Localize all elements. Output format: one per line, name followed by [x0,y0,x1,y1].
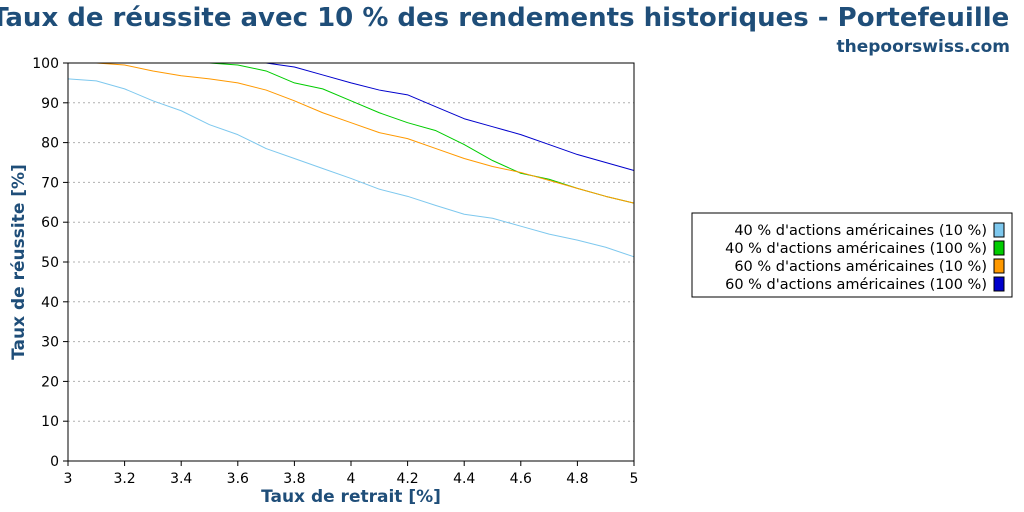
y-tick-label: 0 [50,454,59,470]
x-tick-label: 3 [64,471,73,487]
y-tick-label: 10 [41,414,59,430]
y-tick-label: 90 [41,96,59,112]
legend-label-4: 60 % d'actions américaines (100 %) [725,277,987,293]
y-tick-label: 80 [41,136,59,152]
legend-label-3: 60 % d'actions américaines (10 %) [734,259,987,275]
x-tick-label: 3.8 [283,471,305,487]
grid-lines [68,102,634,422]
legend: 40 % d'actions américaines (10 %) 40 % d'… [691,212,1013,298]
y-tick-label: 100 [32,56,59,72]
x-tick-label: 3.4 [170,471,192,487]
y-tick-label: 70 [41,175,59,191]
y-tick-label: 60 [41,215,59,231]
x-tick-label: 3.6 [227,471,249,487]
legend-label-2: 40 % d'actions américaines (100 %) [725,241,987,257]
legend-swatch-4 [993,276,1005,292]
legend-label-1: 40 % d'actions américaines (10 %) [734,223,987,239]
x-tick-label: 4.6 [510,471,532,487]
x-tick-label: 4.4 [453,471,475,487]
chart-title: Taux de réussite avec 10 % des rendement… [0,3,1009,33]
chart-subtitle: thepoorswiss.com [837,37,1011,57]
plot-lines [67,62,635,258]
y-tick-label: 20 [41,374,59,390]
x-axis-label: Taux de retrait [%] [261,487,441,507]
series-line-4 [68,62,635,171]
y-tick-label: 30 [41,335,59,351]
series-line-3 [68,62,635,204]
x-tick-label: 4.2 [396,471,418,487]
y-tick-label: 50 [41,255,59,271]
legend-swatch-3 [993,258,1005,274]
axis-ticks: 0 10 20 30 40 50 60 70 80 90 100 3 3.2 3.4 3.6 3.8 4 4.2 4… [32,56,638,487]
legend-swatch-2 [993,240,1005,256]
y-axis-label: Taux de réussite [%] [9,164,29,360]
x-tick-label: 4.8 [566,471,588,487]
series-line-1 [67,78,635,258]
x-tick-label: 4 [347,471,356,487]
legend-box [691,212,1013,298]
y-tick-label: 40 [41,295,59,311]
x-tick-label: 5 [630,471,639,487]
x-tick-label: 3.2 [113,471,135,487]
legend-swatch-1 [993,222,1005,238]
